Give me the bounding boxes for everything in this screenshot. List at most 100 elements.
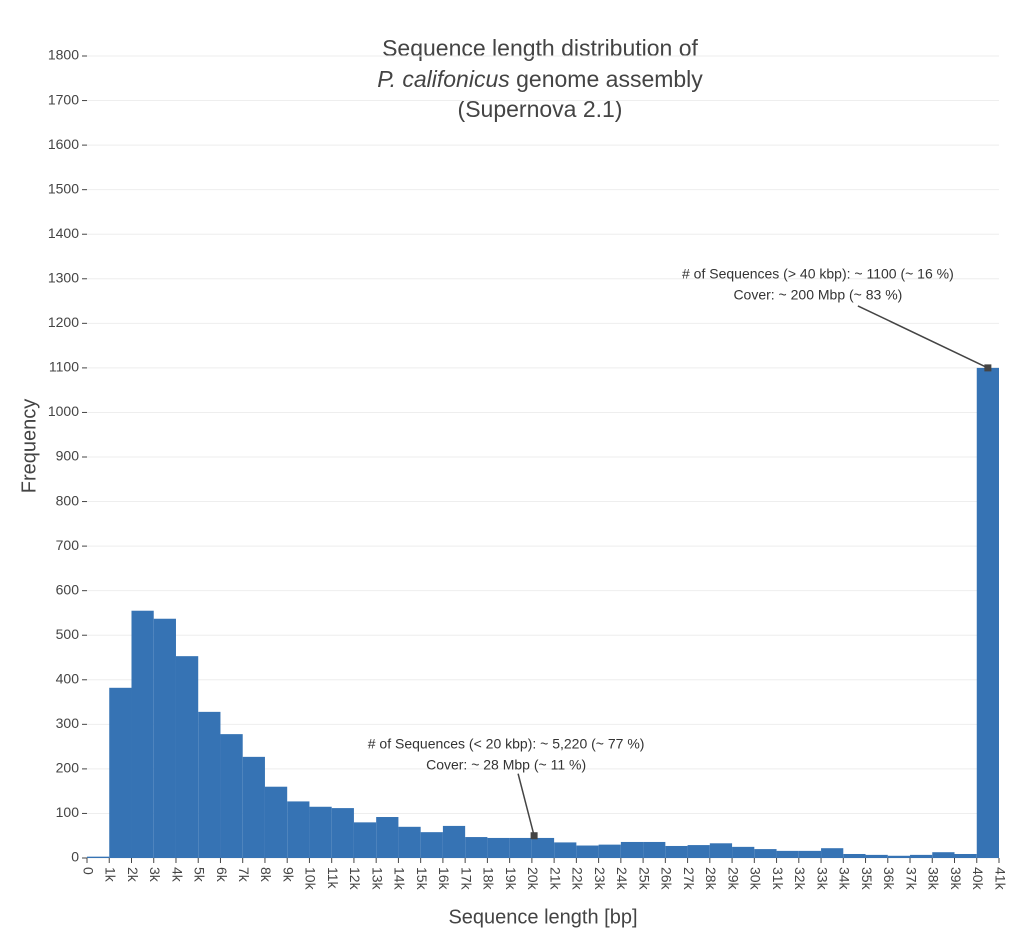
x-tick-label: 17k (458, 867, 474, 891)
bar (954, 853, 977, 858)
bar (776, 850, 799, 858)
bar (732, 846, 755, 858)
chart-title: Sequence length distribution of (382, 35, 698, 61)
bar (976, 367, 999, 858)
x-tick-label: 21k (547, 867, 563, 891)
bar (754, 849, 777, 858)
x-tick-label: 25k (636, 867, 652, 891)
y-tick-label: 1400 (48, 225, 79, 241)
y-tick-label: 700 (56, 537, 80, 553)
bar (242, 756, 265, 858)
y-tick-label: 1700 (48, 91, 79, 107)
x-tick-label: 13k (369, 867, 385, 891)
bar (620, 841, 644, 858)
x-tick-label: 38k (926, 867, 942, 891)
x-tick-label: 9k (280, 867, 296, 883)
y-tick-label: 1800 (48, 47, 79, 63)
y-tick-label: 1100 (49, 359, 79, 375)
grid (87, 55, 999, 859)
x-tick-label: 33k (814, 867, 830, 891)
x-tick-label: 3k (147, 867, 163, 883)
y-axis-label: Frequency (18, 399, 40, 494)
x-tick-label: 12k (347, 867, 363, 891)
bar (442, 825, 466, 858)
x-tick-label: 2k (125, 867, 141, 883)
bar (376, 817, 399, 858)
bar (554, 842, 577, 858)
x-tick-label: 20k (525, 867, 541, 891)
x-tick-label: 0 (80, 867, 96, 875)
x-tick-label: 35k (859, 867, 875, 891)
x-tick-label: 6k (214, 867, 230, 883)
bar (509, 837, 532, 858)
bar (465, 837, 488, 858)
annotation-text: Cover: ~ 200 Mbp (~ 83 %) (733, 287, 902, 303)
y-tick-label: 1600 (48, 136, 79, 152)
chart-title: (Supernova 2.1) (458, 96, 623, 122)
y-tick-label: 500 (56, 626, 80, 642)
bar (153, 618, 176, 858)
y-tick-label: 900 (56, 448, 80, 464)
x-tick-label: 39k (948, 867, 964, 891)
chart-title: P. califonicus genome assembly (377, 66, 703, 92)
bar (264, 786, 288, 858)
x-tick-label: 18k (481, 867, 497, 891)
x-tick-label: 11k (325, 867, 341, 890)
bar (709, 843, 733, 858)
bar (932, 852, 955, 858)
annotation-point (530, 832, 538, 840)
annotation-arrow (517, 773, 535, 836)
bar (887, 855, 911, 858)
y-tick-label: 600 (56, 581, 80, 597)
y-tick-label: 800 (56, 492, 80, 508)
x-tick-label: 27k (681, 867, 697, 891)
bar (220, 734, 243, 858)
x-tick-label: 19k (503, 867, 519, 891)
x-tick-label: 14k (392, 867, 408, 891)
bar (398, 826, 421, 858)
y-tick-label: 1300 (48, 269, 79, 285)
bar (109, 687, 132, 858)
bar (910, 854, 933, 858)
x-tick-label: 37k (903, 867, 919, 891)
x-axis-label: Sequence length [bp] (448, 906, 637, 928)
bar (87, 856, 110, 858)
bar (420, 832, 443, 858)
annotation-point (984, 364, 992, 372)
annotation-text: # of Sequences (> 40 kbp): ~ 1100 (~ 16 … (682, 266, 954, 282)
annotation-arrow (857, 305, 989, 369)
bar (531, 837, 555, 858)
bar (309, 806, 332, 858)
x-tick-label: 40k (970, 867, 986, 891)
x-tick-label: 31k (770, 867, 786, 891)
x-tick-label: 23k (592, 867, 608, 891)
bar (821, 848, 844, 858)
y-tick-label: 200 (56, 760, 80, 776)
title-species: P. califonicus (377, 66, 510, 92)
bar (798, 850, 822, 858)
x-tick-label: 1k (103, 867, 119, 883)
x-tick-label: 5k (192, 867, 208, 883)
bar (665, 845, 688, 858)
y-tick-label: 1000 (48, 403, 79, 419)
x-tick-label: 28k (703, 867, 719, 891)
bar (175, 656, 199, 858)
bar (198, 711, 221, 858)
x-tick-label: 30k (748, 867, 764, 891)
y-tick-label: 100 (56, 804, 80, 820)
bar (598, 844, 621, 858)
bar (576, 845, 599, 858)
x-tick-label: 16k (436, 867, 452, 891)
y-tick-label: 300 (56, 715, 80, 731)
x-tick-label: 32k (792, 867, 808, 891)
bar (353, 822, 377, 858)
bar (843, 853, 866, 858)
y-tick-label: 1200 (48, 314, 79, 330)
annotation-text: # of Sequences (< 20 kbp): ~ 5,220 (~ 77… (368, 735, 645, 751)
title-text: genome assembly (516, 66, 703, 92)
x-tick-label: 41k (992, 867, 1008, 891)
bar (287, 801, 310, 858)
y-tick-label: 0 (71, 849, 79, 865)
bar (331, 808, 354, 858)
